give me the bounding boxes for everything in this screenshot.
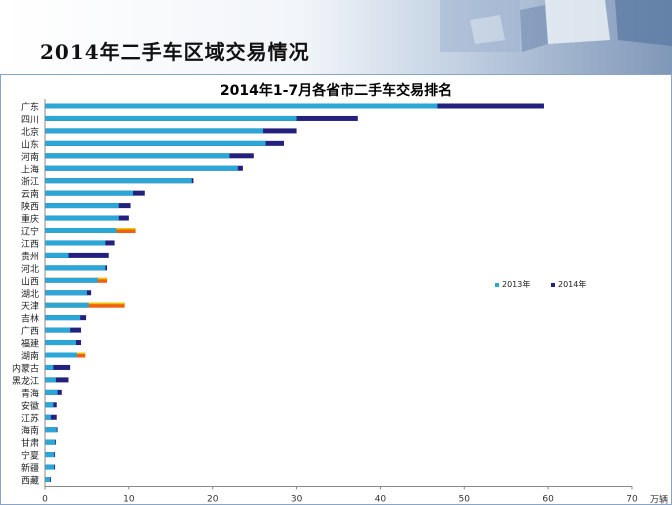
category-label: 宁夏	[21, 450, 39, 462]
category-label: 福建	[21, 338, 39, 350]
bar-2013	[45, 414, 51, 420]
bar-2013	[45, 364, 54, 370]
x-axis: 0 10 20 30 40 50 60 70 万辆	[42, 99, 668, 504]
bar-2013	[45, 477, 51, 482]
legend-label: 2014年	[558, 279, 586, 289]
x-tick-label: 70	[626, 495, 638, 505]
bar-2013	[45, 452, 55, 458]
category-label: 湖南	[21, 350, 39, 362]
bar-2013	[45, 352, 77, 358]
bar-2013	[45, 228, 117, 233]
bar-2013	[45, 190, 134, 196]
bar-2013	[45, 115, 297, 121]
category-label: 河北	[21, 263, 39, 275]
category-label: 陕西	[21, 201, 39, 213]
x-tick-label: 50	[459, 495, 471, 505]
bar-2014	[45, 364, 71, 370]
bar-2013	[45, 265, 106, 271]
bar-2013	[45, 128, 264, 134]
category-label: 贵州	[21, 250, 39, 262]
category-label: 青海	[21, 387, 39, 399]
bar-2013	[45, 340, 77, 346]
bar-2013	[45, 203, 119, 209]
category-label: 上海	[21, 163, 39, 175]
bar-2013	[45, 290, 87, 296]
category-label: 湖北	[21, 289, 39, 300]
bar-2013	[45, 377, 56, 383]
bar-2013	[45, 315, 81, 321]
category-label: 山东	[21, 138, 39, 150]
category-label: 重庆	[21, 213, 39, 225]
category-label: 北京	[21, 126, 39, 138]
category-label: 江西	[21, 239, 39, 250]
bar-2013	[45, 389, 58, 395]
bar-2013	[45, 427, 57, 433]
bar-2013	[45, 327, 71, 333]
legend-label: 2013年	[502, 279, 530, 289]
bar-2013	[45, 178, 192, 184]
category-labels: 广东四川北京山东河南上海浙江云南陕西重庆辽宁江西贵州河北山西湖北天津吉林广西福建…	[12, 101, 39, 487]
bar-2014	[45, 377, 69, 383]
bar-2013	[45, 165, 238, 171]
x-tick-label: 30	[291, 495, 303, 505]
category-label: 西藏	[21, 475, 39, 487]
bar-2013	[45, 402, 54, 408]
category-label: 江苏	[21, 412, 39, 424]
bar-2013	[45, 277, 98, 283]
bar-chart: 2014年1-7月各省市二手车交易排名 广东四川北京山东河南上海浙江云南陕西重庆…	[12, 82, 668, 504]
category-label: 吉林	[21, 313, 39, 325]
category-label: 天津	[21, 301, 39, 312]
category-label: 广西	[21, 325, 39, 337]
category-label: 黑龙江	[12, 375, 39, 387]
category-label: 四川	[21, 115, 39, 125]
category-label: 甘肃	[21, 437, 39, 449]
category-label: 山西	[21, 276, 39, 287]
category-label: 辽宁	[21, 226, 39, 238]
x-tick-label: 0	[42, 495, 48, 505]
legend-swatch	[495, 283, 499, 287]
category-label: 云南	[21, 188, 39, 200]
x-tick-label: 40	[375, 495, 387, 505]
bar-2013	[45, 103, 438, 109]
legend-swatch	[551, 283, 555, 287]
bar-2013	[45, 215, 119, 221]
bar-2013	[45, 140, 266, 146]
bar-2013	[45, 302, 89, 308]
slide-header: 2014年二手车区域交易情况	[0, 0, 672, 74]
x-tick-label: 20	[207, 495, 219, 505]
bar-2014	[45, 252, 109, 258]
category-label: 浙江	[21, 176, 39, 188]
bar-2013	[45, 240, 106, 246]
bar-2013	[45, 252, 69, 258]
bar-2013	[45, 439, 56, 445]
x-axis-unit-label: 万辆	[650, 494, 668, 505]
category-label: 海南	[21, 425, 39, 437]
chart-frame: 2014年1-7月各省市二手车交易排名 广东四川 北京 山东 河南 上海 浙江 云南 陕西 重庆…	[0, 74, 672, 505]
header-decoration	[440, 0, 672, 52]
category-label: 河南	[21, 151, 39, 163]
bar-2013	[45, 153, 230, 159]
category-label: 内蒙古	[12, 362, 39, 374]
slide-title: 2014年二手车区域交易情况	[40, 40, 310, 64]
bar-2013	[45, 464, 55, 470]
category-label: 安徽	[21, 400, 39, 412]
category-label: 广东	[21, 101, 39, 113]
legend: 2013年 2014年	[495, 279, 586, 289]
x-tick-label: 60	[542, 495, 554, 505]
x-tick-label: 10	[123, 495, 135, 505]
bars	[45, 103, 544, 482]
chart-title: 2014年1-7月各省市二手车交易排名	[220, 82, 452, 99]
category-label: 新疆	[21, 462, 39, 474]
